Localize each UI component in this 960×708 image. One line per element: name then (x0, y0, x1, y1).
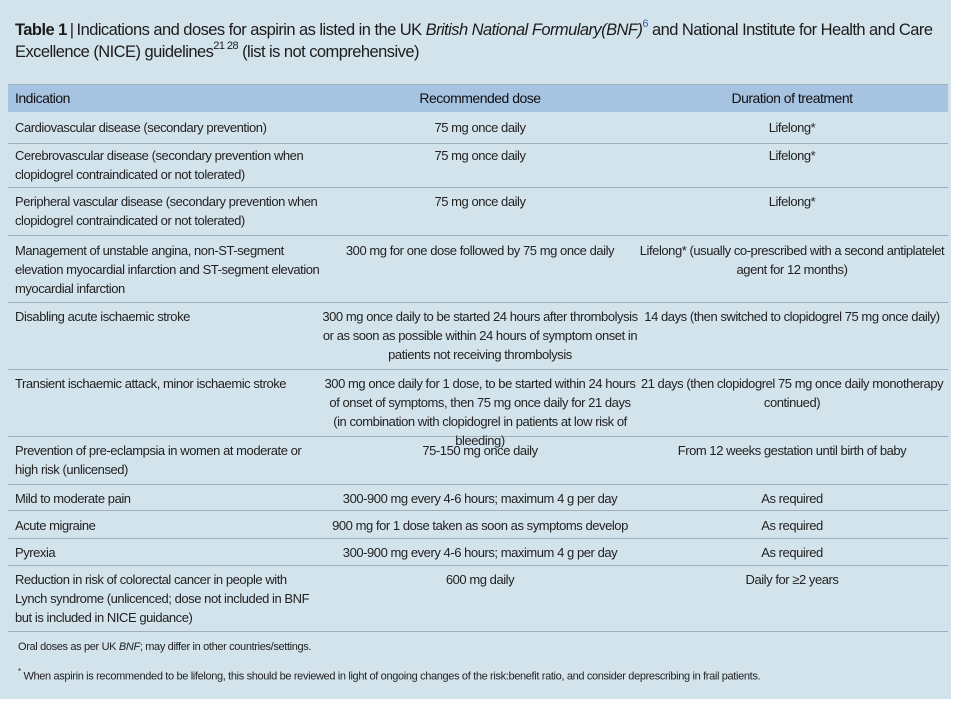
table-cell-dose: 300 mg once daily for 1 dose, to be star… (324, 376, 636, 448)
table-cell-dose: 300-900 mg every 4-6 hours; maximum 4 g … (342, 545, 618, 560)
table-cell-indication: Transient ischaemic attack, minor ischae… (15, 376, 287, 391)
table-cell-dose: 600 mg daily (445, 572, 515, 587)
table-panel: Table 1 | Indications and doses for aspiri… (0, 0, 951, 699)
table-cell-dose: 900 mg for 1 dose taken as soon as sympt… (332, 518, 628, 533)
table-cell-duration: Lifelong* (768, 120, 816, 135)
row-divider (8, 143, 948, 144)
row-divider (8, 187, 948, 188)
table-cell-dose: 300-900 mg every 4-6 hours; maximum 4 g … (342, 491, 618, 506)
footnote-oral-italic: BNF (118, 641, 140, 653)
table-cell-duration: As required (761, 545, 823, 560)
title-italic: British National Formulary(BNF) (425, 21, 643, 39)
table-cell-duration: Daily for ≥2 years (745, 572, 839, 587)
table-header-row (8, 85, 948, 112)
table-cell-indication: Management of unstable angina, non-ST-se… (15, 243, 320, 296)
table-cell-duration: From 12 weeks gestation until birth of b… (677, 443, 907, 458)
table-cell-duration: 14 days (then switched to clopidogrel 75… (644, 309, 940, 324)
table-cell-dose: 75 mg once daily (434, 194, 526, 209)
title-text-a: Indications and doses for aspirin as lis… (76, 21, 426, 39)
table-cell-indication: Acute migraine (15, 518, 96, 533)
footnote-star-mark: * (18, 667, 21, 676)
title-ref-b: 21 28 (213, 39, 239, 52)
rule-top (8, 84, 948, 85)
row-divider (8, 565, 948, 566)
table-cell-duration: Lifelong* (768, 194, 816, 209)
table-cell-indication: Cerebrovascular disease (secondary preve… (15, 148, 304, 182)
table-cell-indication: Prevention of pre-eclampsia in women at … (15, 443, 302, 477)
table-cell-indication: Pyrexia (15, 545, 56, 560)
title-text-b: and National Institute for Health and Ca… (15, 21, 933, 61)
table-title: Table 1 | Indications and doses for aspiri… (15, 17, 940, 63)
footnote-star-text: When aspirin is recommended to be lifelo… (20, 670, 761, 683)
table-cell-duration: As required (761, 518, 823, 533)
row-divider (8, 369, 948, 370)
row-divider (8, 510, 948, 511)
table-cell-dose: 75-150 mg once daily (422, 443, 538, 458)
table-cell-indication: Mild to moderate pain (15, 491, 131, 506)
table-number: Table 1 (15, 21, 67, 39)
footnote-oral-doses: Oral doses as per UK BNF; may differ in … (18, 641, 312, 653)
table-cell-dose: 300 mg for one dose followed by 75 mg on… (345, 243, 615, 258)
row-divider (8, 436, 948, 437)
row-divider (8, 235, 948, 236)
table-cell-indication: Cardiovascular disease (secondary preven… (15, 120, 267, 135)
footnote-lifelong: * When aspirin is recommended to be life… (18, 667, 761, 683)
table-cell-dose: 300 mg once daily to be started 24 hours… (322, 309, 638, 362)
footnote-oral-a: Oral doses as per UK (18, 641, 119, 653)
title-separator: | (69, 21, 74, 39)
table-cell-indication: Peripheral vascular disease (secondary p… (15, 194, 318, 228)
header-dose: Recommended dose (419, 90, 541, 106)
table-cell-indication: Disabling acute ischaemic stroke (15, 309, 190, 324)
header-duration: Duration of treatment (731, 90, 853, 106)
table-cell-duration: 21 days (then clopidogrel 75 mg once dai… (640, 376, 944, 410)
table-cell-indication: Reduction in risk of colorectal cancer i… (15, 572, 310, 625)
row-divider (8, 302, 948, 303)
header-indication: Indication (15, 90, 70, 106)
table-cell-dose: 75 mg once daily (434, 148, 526, 163)
footnote-oral-b: ; may differ in other countries/settings… (139, 641, 312, 653)
title-text-c: (list is not comprehensive) (238, 43, 419, 61)
row-divider (8, 484, 948, 485)
title-ref-a: 6 (642, 17, 648, 30)
table-cell-duration: Lifelong* (768, 148, 816, 163)
rule-bottom (8, 631, 948, 632)
row-divider (8, 538, 948, 539)
table-cell-dose: 75 mg once daily (434, 120, 526, 135)
table-cell-duration: Lifelong* (usually co-prescribed with a … (639, 243, 945, 277)
table-cell-duration: As required (761, 491, 823, 506)
